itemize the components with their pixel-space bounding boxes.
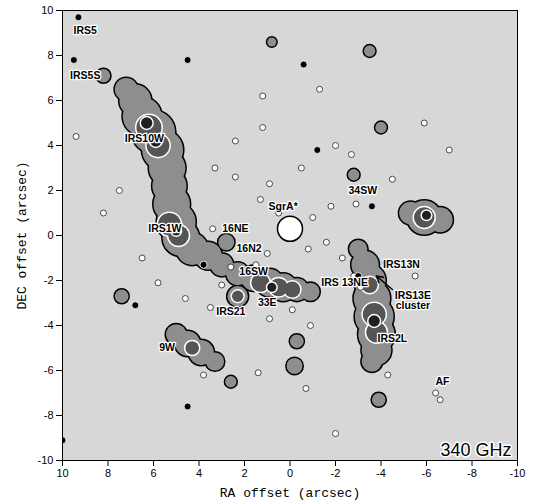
svg-text:-2: -2	[44, 274, 54, 286]
svg-text:16N2: 16N2	[236, 242, 261, 254]
svg-text:IRS5: IRS5	[74, 24, 98, 36]
svg-text:IRS5S: IRS5S	[70, 69, 100, 81]
svg-text:16NE: 16NE	[222, 222, 248, 234]
svg-text:-8: -8	[467, 467, 477, 479]
svg-text:33E: 33E	[258, 296, 277, 308]
svg-text:4: 4	[196, 467, 202, 479]
svg-text:10: 10	[56, 467, 68, 479]
svg-text:8: 8	[47, 49, 53, 61]
svg-text:6: 6	[150, 467, 156, 479]
svg-text:-2: -2	[331, 467, 341, 479]
svg-text:-4: -4	[44, 319, 54, 331]
svg-text:-10: -10	[510, 467, 526, 479]
svg-text:10: 10	[41, 4, 53, 16]
svg-text:9W: 9W	[159, 341, 175, 353]
svg-text:IRS13N: IRS13N	[383, 258, 420, 270]
svg-text:-8: -8	[44, 409, 54, 421]
svg-text:0: 0	[47, 229, 53, 241]
svg-text:SgrA*: SgrA*	[269, 200, 299, 212]
svg-text:IRS2L: IRS2L	[377, 332, 407, 344]
svg-text:6: 6	[47, 94, 53, 106]
svg-text:RA offset (arcsec): RA offset (arcsec)	[220, 486, 360, 501]
svg-text:4: 4	[47, 139, 53, 151]
svg-text:AF: AF	[435, 375, 450, 387]
svg-text:DEC offset (arcsec): DEC offset (arcsec)	[15, 161, 30, 309]
svg-text:IRS21: IRS21	[216, 305, 245, 317]
svg-text:IRS10W: IRS10W	[125, 132, 164, 144]
svg-text:-4: -4	[376, 467, 386, 479]
svg-text:IRS 13NE: IRS 13NE	[321, 276, 368, 288]
svg-text:34SW: 34SW	[349, 184, 378, 196]
svg-text:IRS1W: IRS1W	[148, 222, 181, 234]
svg-text:-6: -6	[422, 467, 432, 479]
svg-text:2: 2	[241, 467, 247, 479]
svg-text:IRS13Ecluster: IRS13Ecluster	[395, 289, 431, 312]
svg-text:-10: -10	[38, 454, 54, 466]
svg-text:8: 8	[105, 467, 111, 479]
svg-text:2: 2	[47, 184, 53, 196]
svg-text:340 GHz: 340 GHz	[440, 440, 511, 460]
svg-text:16SW: 16SW	[239, 265, 268, 277]
svg-text:-6: -6	[44, 364, 54, 376]
svg-text:0: 0	[287, 467, 293, 479]
